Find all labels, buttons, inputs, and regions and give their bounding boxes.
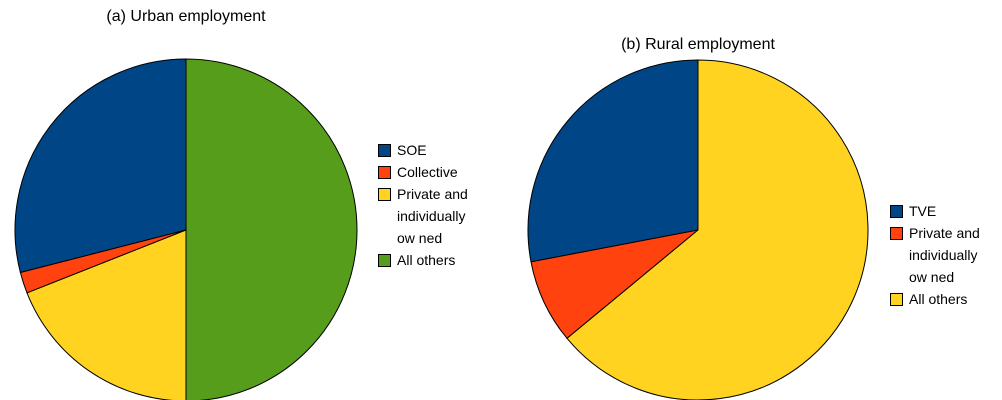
legend-swatch bbox=[378, 188, 391, 201]
legend-swatch bbox=[890, 227, 903, 240]
pie-slice bbox=[566, 59, 869, 400]
legend-entry: All others bbox=[890, 288, 991, 310]
legend-entry: All others bbox=[378, 249, 479, 271]
legend: TVE Private and individually ow ned All ot… bbox=[890, 200, 990, 310]
legend-label: Private and individually ow ned bbox=[397, 186, 468, 246]
legend-swatch bbox=[890, 205, 903, 218]
legend-entry: Private and individually ow ned bbox=[378, 183, 479, 249]
legend-swatch bbox=[378, 144, 391, 157]
legend-entry: TVE bbox=[890, 200, 991, 222]
legend-entry: SOE bbox=[378, 139, 479, 161]
legend: SOE Collective Private and individually ow… bbox=[378, 139, 478, 271]
pie-slice bbox=[185, 58, 358, 400]
chart-title: (a) Urban employment bbox=[106, 8, 266, 25]
pie-slice bbox=[527, 59, 699, 263]
legend-label: Private and individually ow ned bbox=[909, 225, 980, 285]
legend-swatch bbox=[890, 293, 903, 306]
legend-swatch bbox=[378, 254, 391, 267]
chart-title: (b) Rural employment bbox=[621, 36, 775, 53]
pie-slice bbox=[14, 58, 187, 274]
legend-label: All others bbox=[397, 252, 456, 268]
legend-swatch bbox=[378, 166, 391, 179]
legend-entry: Private and individually ow ned bbox=[890, 222, 991, 288]
legend-label: Collective bbox=[397, 164, 458, 180]
legend-label: TVE bbox=[909, 203, 937, 219]
legend-entry: Collective bbox=[378, 161, 479, 183]
legend-label: All others bbox=[909, 291, 968, 307]
legend-label: SOE bbox=[397, 142, 427, 158]
